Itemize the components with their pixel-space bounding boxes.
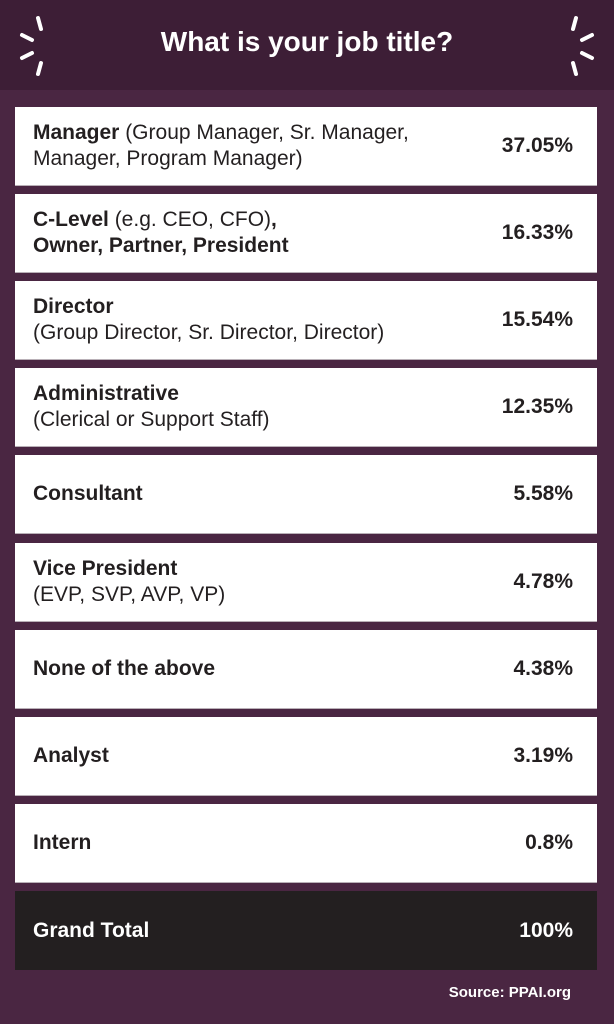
grand-total-label: Grand Total <box>33 918 150 942</box>
job-title-label: Manager (Group Manager, Sr. Manager, Man… <box>33 120 473 172</box>
job-title-label: Administrative (Clerical or Support Staff… <box>33 381 473 433</box>
label-detail-text: (Clerical or Support Staff) <box>33 408 270 432</box>
table-row: Director (Group Director, Sr. Director, D… <box>15 281 597 361</box>
label-bold-text: Consultant <box>33 482 143 506</box>
table-row: Administrative (Clerical or Support Staff… <box>15 368 597 448</box>
label-bold-text: Owner, Partner, President <box>33 234 289 258</box>
source-credit: Source: PPAI.org <box>448 984 571 1001</box>
table-row: None of the above 4.38% <box>15 629 597 709</box>
grand-total-percent: 100% <box>519 918 573 942</box>
job-title-label: C-Level (e.g. CEO, CFO), Owner, Partner, … <box>33 207 473 259</box>
table-row: Analyst 3.19% <box>15 716 597 796</box>
label-bold-text: Vice President <box>33 556 178 580</box>
percent-value: 16.33% <box>501 221 573 245</box>
percent-value: 15.54% <box>501 308 573 332</box>
burst-right-icon <box>571 16 594 76</box>
percent-value: 4.38% <box>513 656 573 680</box>
percent-value: 12.35% <box>501 395 573 419</box>
table-row: C-Level (e.g. CEO, CFO), Owner, Partner, … <box>15 194 597 274</box>
job-title-label: Analyst <box>33 743 473 769</box>
label-bold-text: Analyst <box>33 743 109 767</box>
label-bold-text: Intern <box>33 830 92 854</box>
page-title: What is your job title? <box>160 26 454 57</box>
percent-value: 37.05% <box>501 134 573 157</box>
percent-value: 3.19% <box>513 743 573 767</box>
percent-value: 4.78% <box>513 569 573 593</box>
table-row: Intern 0.8% <box>15 803 597 883</box>
label-detail-text: (Group Director, Sr. Director, Director) <box>33 321 385 345</box>
grand-total-row: Grand Total 100% <box>15 891 597 970</box>
table-row: Consultant 5.58% <box>15 455 597 535</box>
job-title-label: Director (Group Director, Sr. Director, D… <box>33 294 473 346</box>
header: What is your job title? <box>0 0 614 90</box>
label-bold-text: Administrative <box>33 382 179 406</box>
percent-value: 0.8% <box>525 830 573 854</box>
label-bold-text: Director <box>33 295 114 319</box>
label-bold-text: None of the above <box>33 656 216 680</box>
job-title-label: Vice President (EVP, SVP, AVP, VP) <box>33 556 473 608</box>
label-detail-text: (EVP, SVP, AVP, VP) <box>33 582 226 606</box>
burst-left-icon <box>20 16 43 76</box>
label-bold-text: C-Level <box>33 208 109 232</box>
table-row: Manager (Group Manager, Sr. Manager, Man… <box>15 107 597 186</box>
job-title-label: Intern <box>33 830 473 856</box>
label-bold-text: Manager <box>33 121 120 144</box>
table-row: Vice President (EVP, SVP, AVP, VP) 4.78% <box>15 542 597 622</box>
percent-value: 5.58% <box>513 482 573 506</box>
job-title-label: Consultant <box>33 481 473 507</box>
label-detail-text: (Group Manager, Sr. Manager, Manager, Pr… <box>33 121 409 170</box>
label-bold-text: , <box>271 208 277 232</box>
job-title-label: None of the above <box>33 656 473 682</box>
label-detail-text: (e.g. CEO, CFO) <box>108 208 272 232</box>
